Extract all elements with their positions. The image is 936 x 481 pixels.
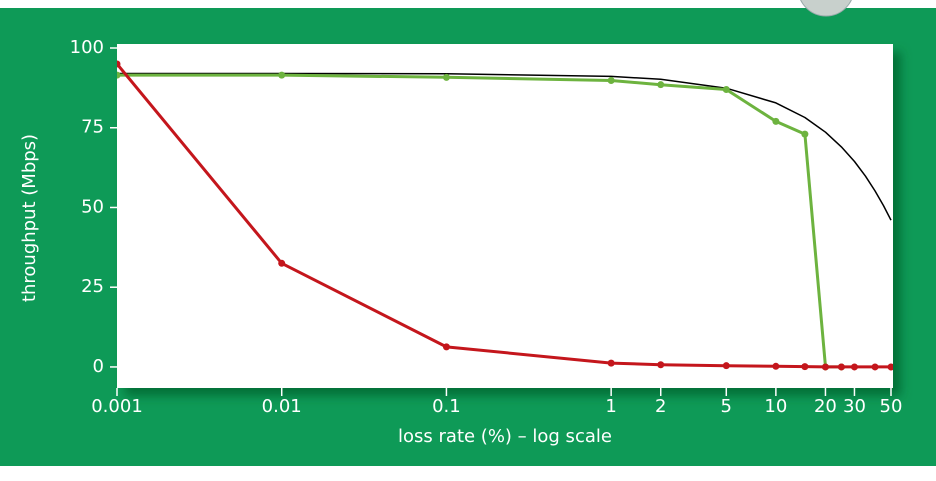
data-point xyxy=(722,85,730,93)
series-line xyxy=(117,72,892,221)
data-point xyxy=(772,362,780,370)
data-point xyxy=(821,363,829,371)
data-point xyxy=(850,363,858,371)
x-tick-label: 10 xyxy=(764,396,787,417)
data-point xyxy=(837,363,845,371)
plot-area xyxy=(117,44,893,388)
y-tick-label: 100 xyxy=(70,37,104,58)
data-point xyxy=(278,259,286,267)
x-tick-label: 1 xyxy=(605,396,616,417)
data-point xyxy=(772,117,780,125)
x-tick-label: 50 xyxy=(880,396,903,417)
y-tick-label: 50 xyxy=(81,196,104,217)
data-point xyxy=(117,60,121,68)
x-tick-label: 0.001 xyxy=(91,396,143,417)
data-point xyxy=(607,359,615,367)
y-tick-label: 0 xyxy=(93,356,104,377)
data-point xyxy=(278,71,286,79)
data-point xyxy=(442,73,450,81)
data-point xyxy=(887,363,893,371)
data-point xyxy=(722,362,730,370)
y-tick-label: 75 xyxy=(81,117,104,138)
x-axis-label: loss rate (%) – log scale xyxy=(398,426,612,447)
data-point xyxy=(657,361,665,369)
data-point xyxy=(607,77,615,85)
x-tick-label: 2 xyxy=(655,396,666,417)
series-line xyxy=(117,73,842,369)
data-point xyxy=(117,71,121,79)
y-tick-label: 25 xyxy=(81,276,104,297)
x-tick-label: 0.01 xyxy=(262,396,302,417)
data-point xyxy=(657,81,665,89)
decoration xyxy=(800,0,852,17)
plot xyxy=(117,60,893,371)
x-tick-label: 0.1 xyxy=(432,396,461,417)
data-point xyxy=(801,363,809,371)
y-axis-label: throughput (Mbps) xyxy=(19,134,40,302)
data-point xyxy=(801,130,809,138)
x-tick-label: 5 xyxy=(721,396,732,417)
data-point xyxy=(871,363,879,371)
x-tick-label: 20 xyxy=(814,396,837,417)
x-tick-label: 30 xyxy=(843,396,866,417)
data-point xyxy=(442,343,450,351)
